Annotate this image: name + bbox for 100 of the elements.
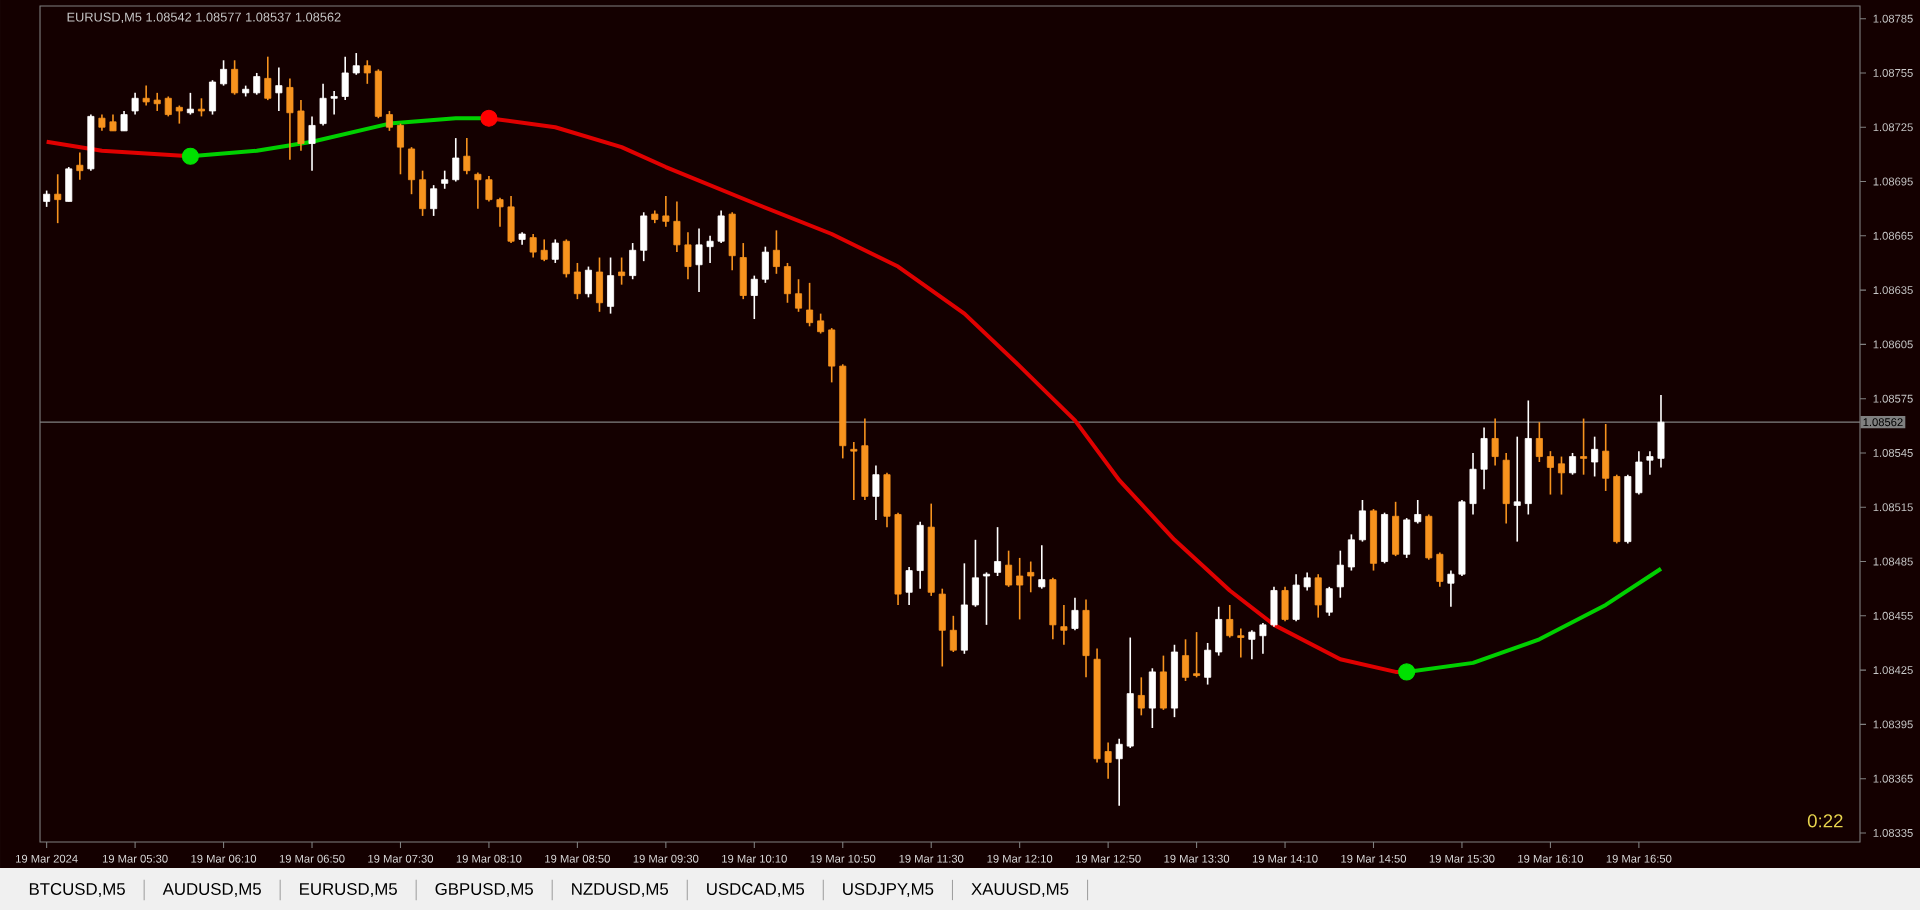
candlestick [1281, 586, 1289, 623]
candlestick [983, 571, 990, 626]
candlestick [1049, 577, 1057, 641]
candlestick [54, 173, 62, 224]
candlestick [197, 97, 205, 118]
candlestick [1535, 421, 1543, 463]
candlestick [1513, 435, 1521, 543]
candlestick [441, 169, 449, 190]
candlestick [584, 265, 592, 299]
candlestick [772, 229, 780, 275]
candlestick [186, 92, 194, 116]
text: BTCUSD,M5 [29, 883, 125, 897]
candlestick [1016, 557, 1024, 621]
candlestick [231, 59, 239, 96]
candlestick [452, 137, 460, 183]
point [1398, 663, 1416, 681]
candlestick [806, 282, 814, 328]
candlestick [385, 110, 393, 132]
candlestick [1591, 435, 1599, 478]
candlestick [739, 242, 747, 300]
candlestick [1358, 499, 1366, 543]
candlestick [1060, 604, 1068, 646]
candlestick [1038, 544, 1046, 590]
candlestick [971, 539, 979, 608]
text: NZDUSD,M5 [572, 883, 669, 897]
candlestick [1569, 452, 1577, 476]
candlestick [828, 327, 836, 384]
candlestick [209, 79, 216, 116]
candlestick [253, 72, 261, 96]
candlestick [1148, 667, 1156, 729]
candlestick [352, 52, 360, 76]
candlestick [795, 278, 803, 313]
candlestick [1182, 638, 1190, 682]
candlestick [949, 615, 957, 653]
candlestick [1005, 549, 1013, 588]
candlestick [1403, 517, 1411, 559]
candlestick [551, 238, 559, 264]
candlestick [872, 464, 880, 521]
candlestick [1580, 417, 1588, 476]
candlestick [1071, 596, 1079, 632]
candlestick [419, 169, 427, 217]
candlestick [374, 68, 382, 119]
candlestick [994, 526, 1002, 577]
candlestick [1347, 533, 1355, 572]
candlestick [396, 122, 404, 176]
candlestick [308, 115, 316, 172]
candlestick [573, 262, 581, 300]
candlestick [1027, 560, 1035, 594]
text: GBPUSD,M5 [435, 883, 533, 897]
candlestick [1602, 423, 1610, 492]
candlestick [1082, 598, 1090, 679]
candlestick [618, 256, 626, 286]
candlestick [1414, 499, 1422, 525]
candlestick [430, 184, 438, 217]
point [181, 147, 199, 165]
candlestick [220, 59, 228, 87]
candlestick [65, 166, 73, 203]
candlestick [164, 95, 172, 118]
candlestick [1325, 586, 1333, 617]
candlestick [1502, 452, 1510, 525]
candlestick [960, 562, 968, 655]
candlestick [783, 262, 791, 304]
candlestick [275, 66, 283, 112]
candlestick [463, 137, 471, 176]
annotation: 0:22 [1807, 814, 1843, 828]
candlestick [938, 587, 946, 668]
candlestick [761, 245, 769, 284]
point [480, 109, 498, 127]
candlestick [1491, 417, 1499, 467]
text: USDJPY,M5 [843, 883, 934, 897]
candlestick [1546, 450, 1554, 496]
candlestick [175, 104, 183, 125]
candlestick [131, 92, 139, 116]
candlestick [607, 256, 615, 315]
candlestick [1193, 631, 1201, 679]
candlestick [363, 59, 371, 85]
candlestick [1336, 549, 1344, 599]
candlestick [120, 110, 128, 132]
candlestick [817, 312, 825, 335]
candlestick [629, 242, 637, 281]
candlestick [1159, 654, 1167, 711]
candlestick [1215, 605, 1223, 657]
candlestick [596, 256, 603, 313]
text: EURUSD,M5 [300, 883, 397, 897]
candlestick [1314, 573, 1322, 619]
candlestick [1137, 676, 1145, 717]
candlestick [1392, 501, 1400, 557]
candlestick [1557, 455, 1565, 496]
candlestick [76, 151, 84, 181]
candlestick [750, 274, 758, 320]
candlestick [1204, 642, 1212, 686]
text: USDCAD,M5 [707, 883, 805, 897]
text: XAUUSD,M5 [971, 883, 1069, 897]
text: AUDUSD,M5 [162, 883, 261, 897]
candlestick [640, 211, 648, 262]
candlestick [562, 238, 570, 279]
candlestick [1381, 511, 1389, 565]
candlestick [408, 146, 416, 195]
candlestick [264, 55, 272, 101]
candlestick [728, 211, 736, 271]
